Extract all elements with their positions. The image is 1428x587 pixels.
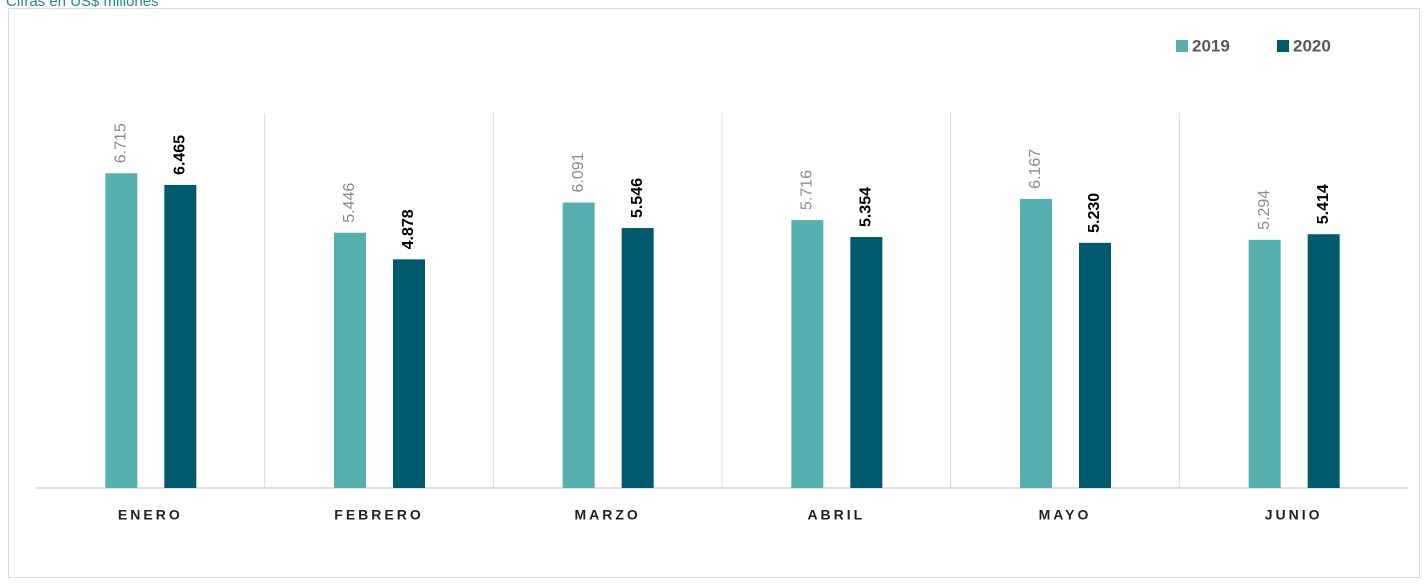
data-label: 6.465 xyxy=(172,135,189,175)
bar xyxy=(1307,234,1340,488)
bar xyxy=(393,259,425,488)
x-tick-label: FEBRERO xyxy=(334,507,423,523)
chart-subtitle: Cifras en US$ millones xyxy=(6,0,159,10)
data-label: 4.878 xyxy=(400,209,417,249)
bar xyxy=(1248,239,1281,488)
chart-frame xyxy=(8,8,1420,578)
bar xyxy=(791,220,824,488)
bar xyxy=(1020,198,1052,488)
data-label: 5.716 xyxy=(799,170,816,210)
x-tick-label: ENERO xyxy=(118,507,183,523)
x-tick-label: ABRIL xyxy=(807,507,865,523)
legend-label: 2020 xyxy=(1293,36,1331,55)
bar xyxy=(621,228,654,488)
bar xyxy=(850,237,883,488)
data-label: 5.414 xyxy=(1315,184,1332,224)
legend-label: 2019 xyxy=(1192,36,1230,55)
data-label: 5.546 xyxy=(629,178,646,218)
data-label: 6.091 xyxy=(570,152,587,192)
data-label: 5.230 xyxy=(1086,193,1103,233)
legend-swatch xyxy=(1176,40,1188,52)
bar xyxy=(164,184,197,488)
legend-swatch xyxy=(1277,40,1289,52)
x-tick-label: MAYO xyxy=(1039,507,1092,523)
data-label: 5.294 xyxy=(1256,190,1273,230)
bar xyxy=(562,202,595,488)
data-label: 5.446 xyxy=(341,183,358,223)
data-label: 6.167 xyxy=(1027,149,1044,189)
x-tick-label: MARZO xyxy=(575,507,641,523)
data-label: 5.354 xyxy=(858,187,875,227)
data-label: 6.715 xyxy=(113,123,130,163)
bar xyxy=(1079,242,1111,488)
bar xyxy=(105,173,138,488)
bar xyxy=(334,232,366,488)
x-tick-label: JUNIO xyxy=(1265,507,1323,523)
